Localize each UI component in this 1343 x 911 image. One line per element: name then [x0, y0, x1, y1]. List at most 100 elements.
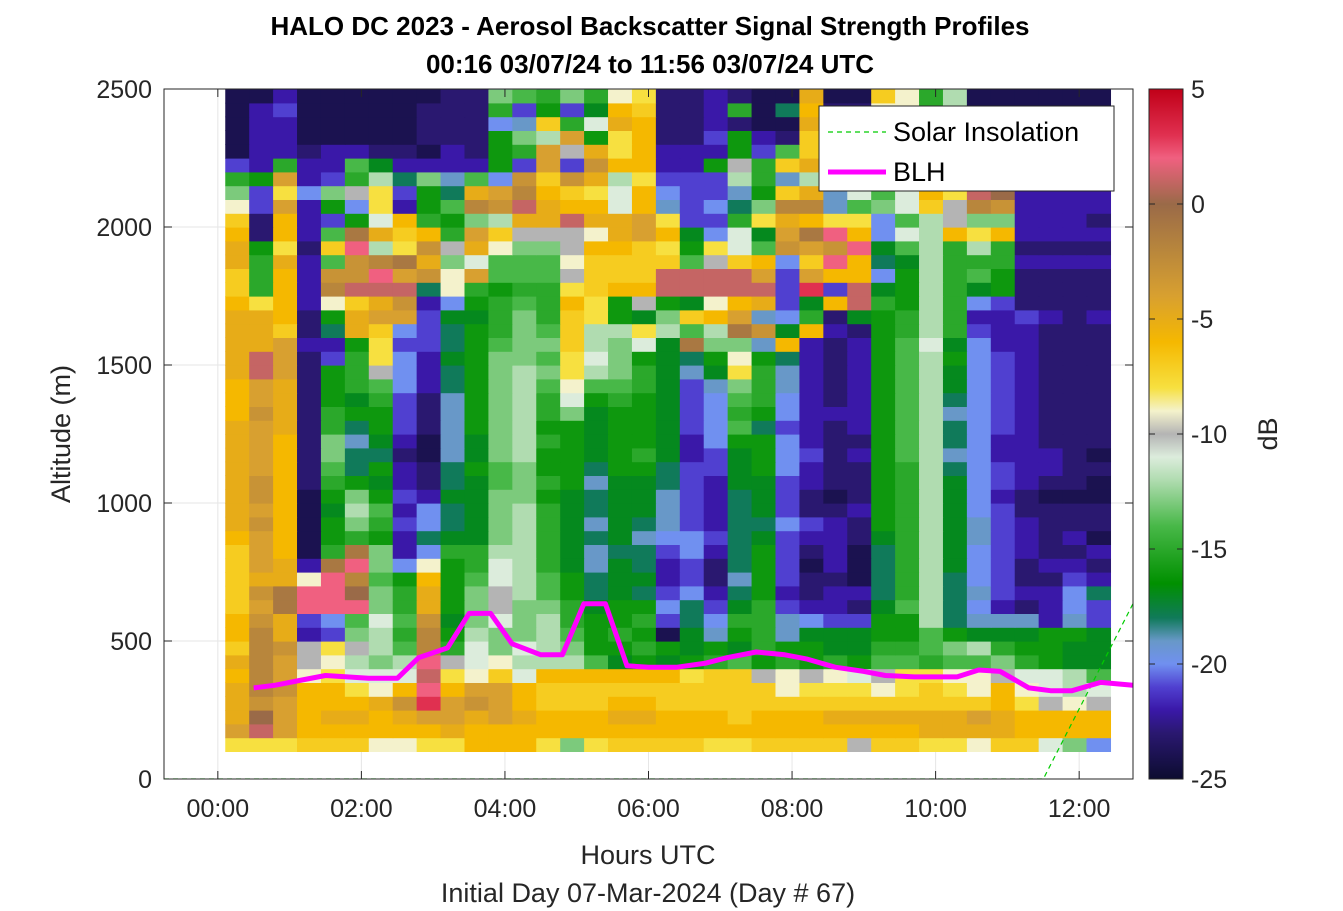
heatmap-cell [273, 240, 298, 256]
heatmap-cell [344, 503, 370, 518]
heatmap-cell [655, 378, 681, 394]
heatmap-cell [440, 723, 466, 739]
heatmap-cell [416, 613, 442, 628]
heatmap-cell [1038, 696, 1064, 711]
heatmap-cell [297, 337, 322, 352]
heatmap-cell [895, 447, 920, 463]
heatmap-cell [273, 434, 298, 449]
heatmap-cell [297, 723, 322, 739]
heatmap-cell [1014, 654, 1040, 670]
heatmap-cell [823, 668, 848, 683]
heatmap-cell [560, 392, 585, 407]
heatmap-cell [440, 116, 466, 131]
x-axis: 00:00 02:00 04:00 06:00 08:00 10:00 12:00 [187, 89, 1110, 823]
heatmap-cell [440, 710, 466, 725]
heatmap-cell [990, 89, 1016, 90]
heatmap-cell [536, 461, 561, 476]
heatmap-cell [320, 213, 346, 228]
heatmap-cell [727, 227, 753, 242]
heatmap-cell [703, 144, 729, 159]
heatmap-cell [871, 641, 896, 656]
heatmap-cell [919, 627, 944, 642]
heatmap-cell [344, 516, 370, 532]
heatmap-cell [751, 227, 777, 242]
heatmap-cell [392, 213, 418, 228]
heatmap-cell [655, 199, 681, 214]
heatmap-cell [631, 227, 657, 242]
heatmap-cell [823, 599, 848, 614]
heatmap-cell [895, 89, 920, 104]
heatmap-cell [751, 516, 777, 532]
heatmap-cell [608, 254, 633, 269]
heatmap-cell [679, 365, 705, 380]
heatmap-cell [1062, 572, 1088, 587]
heatmap-cell [1086, 737, 1112, 752]
heatmap-cell [895, 89, 920, 90]
heatmap-cell [536, 158, 561, 173]
heatmap-cell [775, 682, 801, 697]
heatmap-cell [631, 213, 657, 228]
heatmap-cell [1086, 227, 1112, 242]
heatmap-cell [344, 213, 370, 228]
heatmap-cell [464, 323, 490, 338]
heatmap-cell [344, 144, 370, 159]
heatmap-cell [392, 710, 418, 725]
heatmap-cell [297, 61, 322, 75]
heatmap-cell [392, 447, 418, 463]
heatmap-cell [560, 461, 585, 476]
heatmap-cell [679, 254, 705, 269]
heatmap-cell [344, 254, 370, 269]
heatmap-cell [488, 171, 513, 187]
heatmap-cell [225, 227, 250, 242]
heatmap-cell [344, 89, 370, 90]
heatmap-cell [488, 530, 513, 545]
heatmap-cell [1038, 89, 1064, 104]
heatmap-cell [249, 668, 274, 683]
heatmap-cell [608, 378, 633, 394]
heatmap-cell [249, 240, 274, 256]
heatmap-cell [273, 116, 298, 131]
heatmap-cell [966, 682, 992, 697]
heatmap-cell [631, 144, 657, 159]
heatmap-cell [416, 213, 442, 228]
heatmap-cell [320, 227, 346, 242]
heatmap-cell [942, 503, 968, 518]
heatmap-cell [344, 530, 370, 545]
colorbar-label: dB [1253, 417, 1283, 450]
heatmap-cell [1038, 240, 1064, 256]
heatmap-cell [919, 227, 944, 242]
heatmap-cell [416, 309, 442, 325]
heatmap-cell [536, 171, 561, 187]
heatmap-cell [631, 613, 657, 628]
heatmap-cell [703, 406, 729, 421]
heatmap-cell [823, 227, 848, 242]
heatmap-cell [751, 613, 777, 628]
heatmap-cell [249, 227, 274, 242]
heatmap-cell [1086, 378, 1112, 394]
heatmap-cell [560, 144, 585, 159]
heatmap-cell [990, 351, 1016, 366]
heatmap-cell [225, 668, 250, 683]
heatmap-cell [751, 530, 777, 545]
heatmap-cell [1038, 585, 1064, 601]
heatmap-cell [871, 240, 896, 256]
heatmap-cell [775, 171, 801, 187]
heatmap-cell [1087, 61, 1112, 75]
heatmap-cell [679, 282, 705, 297]
heatmap-cell [871, 447, 896, 463]
heatmap-cell [320, 599, 346, 614]
heatmap-cell [775, 585, 801, 601]
heatmap-cell [631, 461, 657, 476]
heatmap-cell [895, 737, 920, 752]
heatmap-cell [919, 585, 944, 601]
heatmap-cell [895, 254, 920, 269]
heatmap-cell [320, 171, 346, 187]
heatmap-cell [488, 461, 513, 476]
heatmap-cell [942, 199, 968, 214]
heatmap-cell [751, 572, 777, 587]
heatmap-cell [751, 144, 777, 159]
heatmap-cell [751, 585, 777, 601]
heatmap-cell [536, 144, 561, 159]
heatmap-cell [297, 516, 322, 532]
heatmap-cell [512, 737, 537, 752]
